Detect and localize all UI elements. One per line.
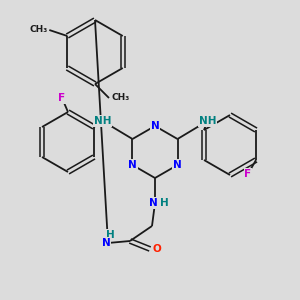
Text: N: N bbox=[148, 198, 158, 208]
Text: H: H bbox=[106, 230, 114, 240]
Text: H: H bbox=[160, 198, 168, 208]
Text: F: F bbox=[244, 169, 251, 179]
Text: N: N bbox=[173, 160, 182, 170]
Text: CH₃: CH₃ bbox=[29, 26, 47, 34]
Text: O: O bbox=[153, 244, 161, 254]
Text: NH: NH bbox=[199, 116, 216, 126]
Text: CH₃: CH₃ bbox=[111, 94, 129, 103]
Text: N: N bbox=[151, 121, 159, 131]
Text: NH: NH bbox=[94, 116, 111, 126]
Text: N: N bbox=[102, 238, 110, 248]
Text: F: F bbox=[58, 93, 66, 103]
Text: N: N bbox=[128, 160, 137, 170]
